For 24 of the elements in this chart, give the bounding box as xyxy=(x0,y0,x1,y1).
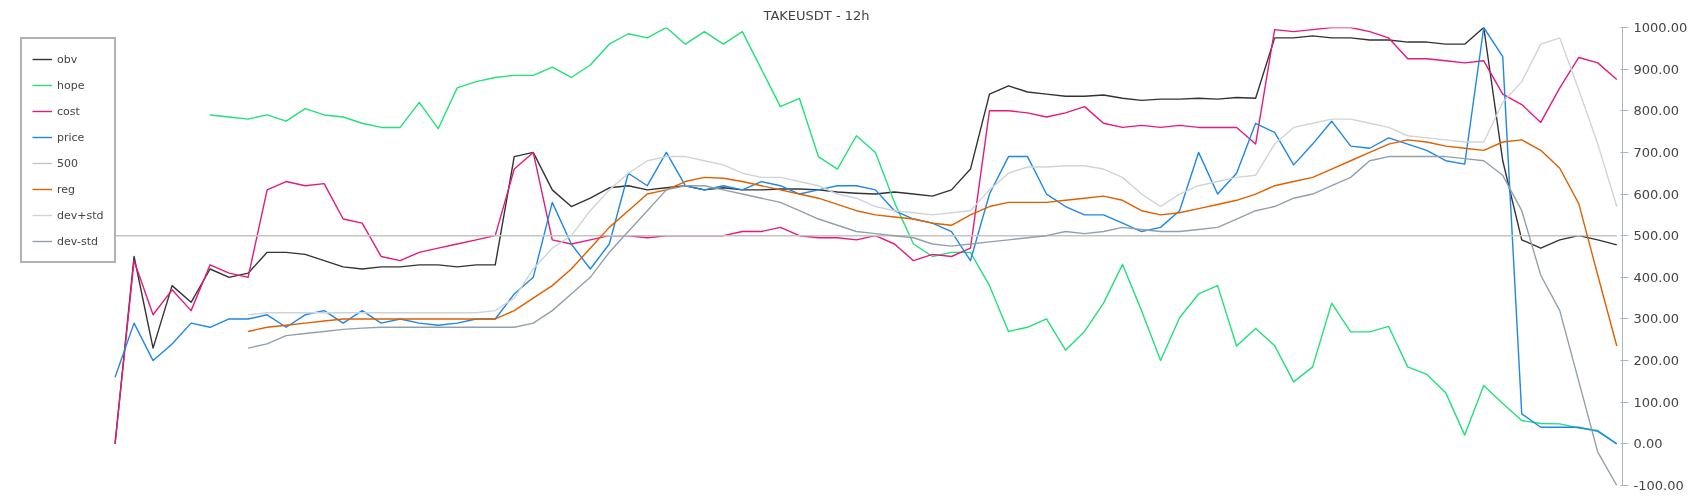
legend-label: dev-std xyxy=(57,234,98,248)
legend-label: 500 xyxy=(57,156,78,170)
line-series xyxy=(247,155,1618,486)
legend-label: cost xyxy=(57,104,80,118)
y-tick-label: 800.00 xyxy=(1633,103,1679,119)
y-tick-label: 100.00 xyxy=(1633,394,1679,410)
line-series xyxy=(247,37,1618,316)
legend-label: obv xyxy=(57,52,78,66)
y-tick-label: 400.00 xyxy=(1633,269,1679,285)
y-tick-label: 600.00 xyxy=(1633,186,1679,202)
y-tick-label: 300.00 xyxy=(1633,311,1679,327)
legend-label: reg xyxy=(57,182,77,196)
y-tick-label: 700.00 xyxy=(1633,144,1679,160)
y-tick-label: 1000.00 xyxy=(1633,20,1688,35)
y-tick-label: -100.00 xyxy=(1633,478,1684,493)
legend-label: dev+std xyxy=(57,208,104,222)
chart-title: TAKEUSDT - 12h xyxy=(762,7,870,23)
y-tick-label: 900.00 xyxy=(1633,61,1679,77)
legend-label: price xyxy=(57,130,85,144)
y-tick-label: 0.00 xyxy=(1633,436,1663,452)
line-series xyxy=(247,139,1618,347)
y-tick-label: 500.00 xyxy=(1633,228,1679,244)
legend-label: hope xyxy=(57,78,85,92)
y-tick-label: 200.00 xyxy=(1633,353,1679,369)
